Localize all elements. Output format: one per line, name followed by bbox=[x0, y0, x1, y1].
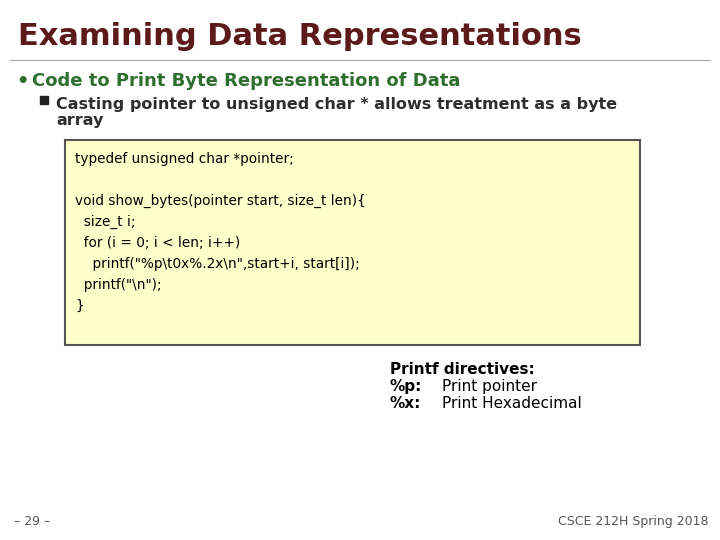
Text: Code to Print Byte Representation of Data: Code to Print Byte Representation of Dat… bbox=[32, 72, 460, 90]
Text: printf("\n");: printf("\n"); bbox=[75, 278, 161, 292]
Text: %x:: %x: bbox=[390, 396, 421, 411]
Text: – 29 –: – 29 – bbox=[14, 515, 50, 528]
Text: Print pointer: Print pointer bbox=[442, 379, 537, 394]
Text: Print Hexadecimal: Print Hexadecimal bbox=[442, 396, 582, 411]
Bar bbox=[40, 96, 48, 104]
Text: printf("%p\t0x%.2x\n",start+i, start[i]);: printf("%p\t0x%.2x\n",start+i, start[i])… bbox=[75, 257, 360, 271]
FancyBboxPatch shape bbox=[65, 140, 640, 345]
Text: Examining Data Representations: Examining Data Representations bbox=[18, 22, 582, 51]
Text: typedef unsigned char *pointer;: typedef unsigned char *pointer; bbox=[75, 152, 294, 166]
Text: %p:: %p: bbox=[390, 379, 423, 394]
Text: array: array bbox=[56, 113, 104, 128]
Text: void show_bytes(pointer start, size_t len){: void show_bytes(pointer start, size_t le… bbox=[75, 194, 366, 208]
Text: }: } bbox=[75, 299, 84, 313]
Text: for (i = 0; i < len; i++): for (i = 0; i < len; i++) bbox=[75, 236, 240, 250]
Text: Casting pointer to unsigned char * allows treatment as a byte: Casting pointer to unsigned char * allow… bbox=[56, 97, 617, 112]
Text: •: • bbox=[16, 72, 28, 91]
Text: size_t i;: size_t i; bbox=[75, 215, 135, 229]
Text: Printf directives:: Printf directives: bbox=[390, 362, 535, 377]
Text: CSCE 212H Spring 2018: CSCE 212H Spring 2018 bbox=[557, 515, 708, 528]
